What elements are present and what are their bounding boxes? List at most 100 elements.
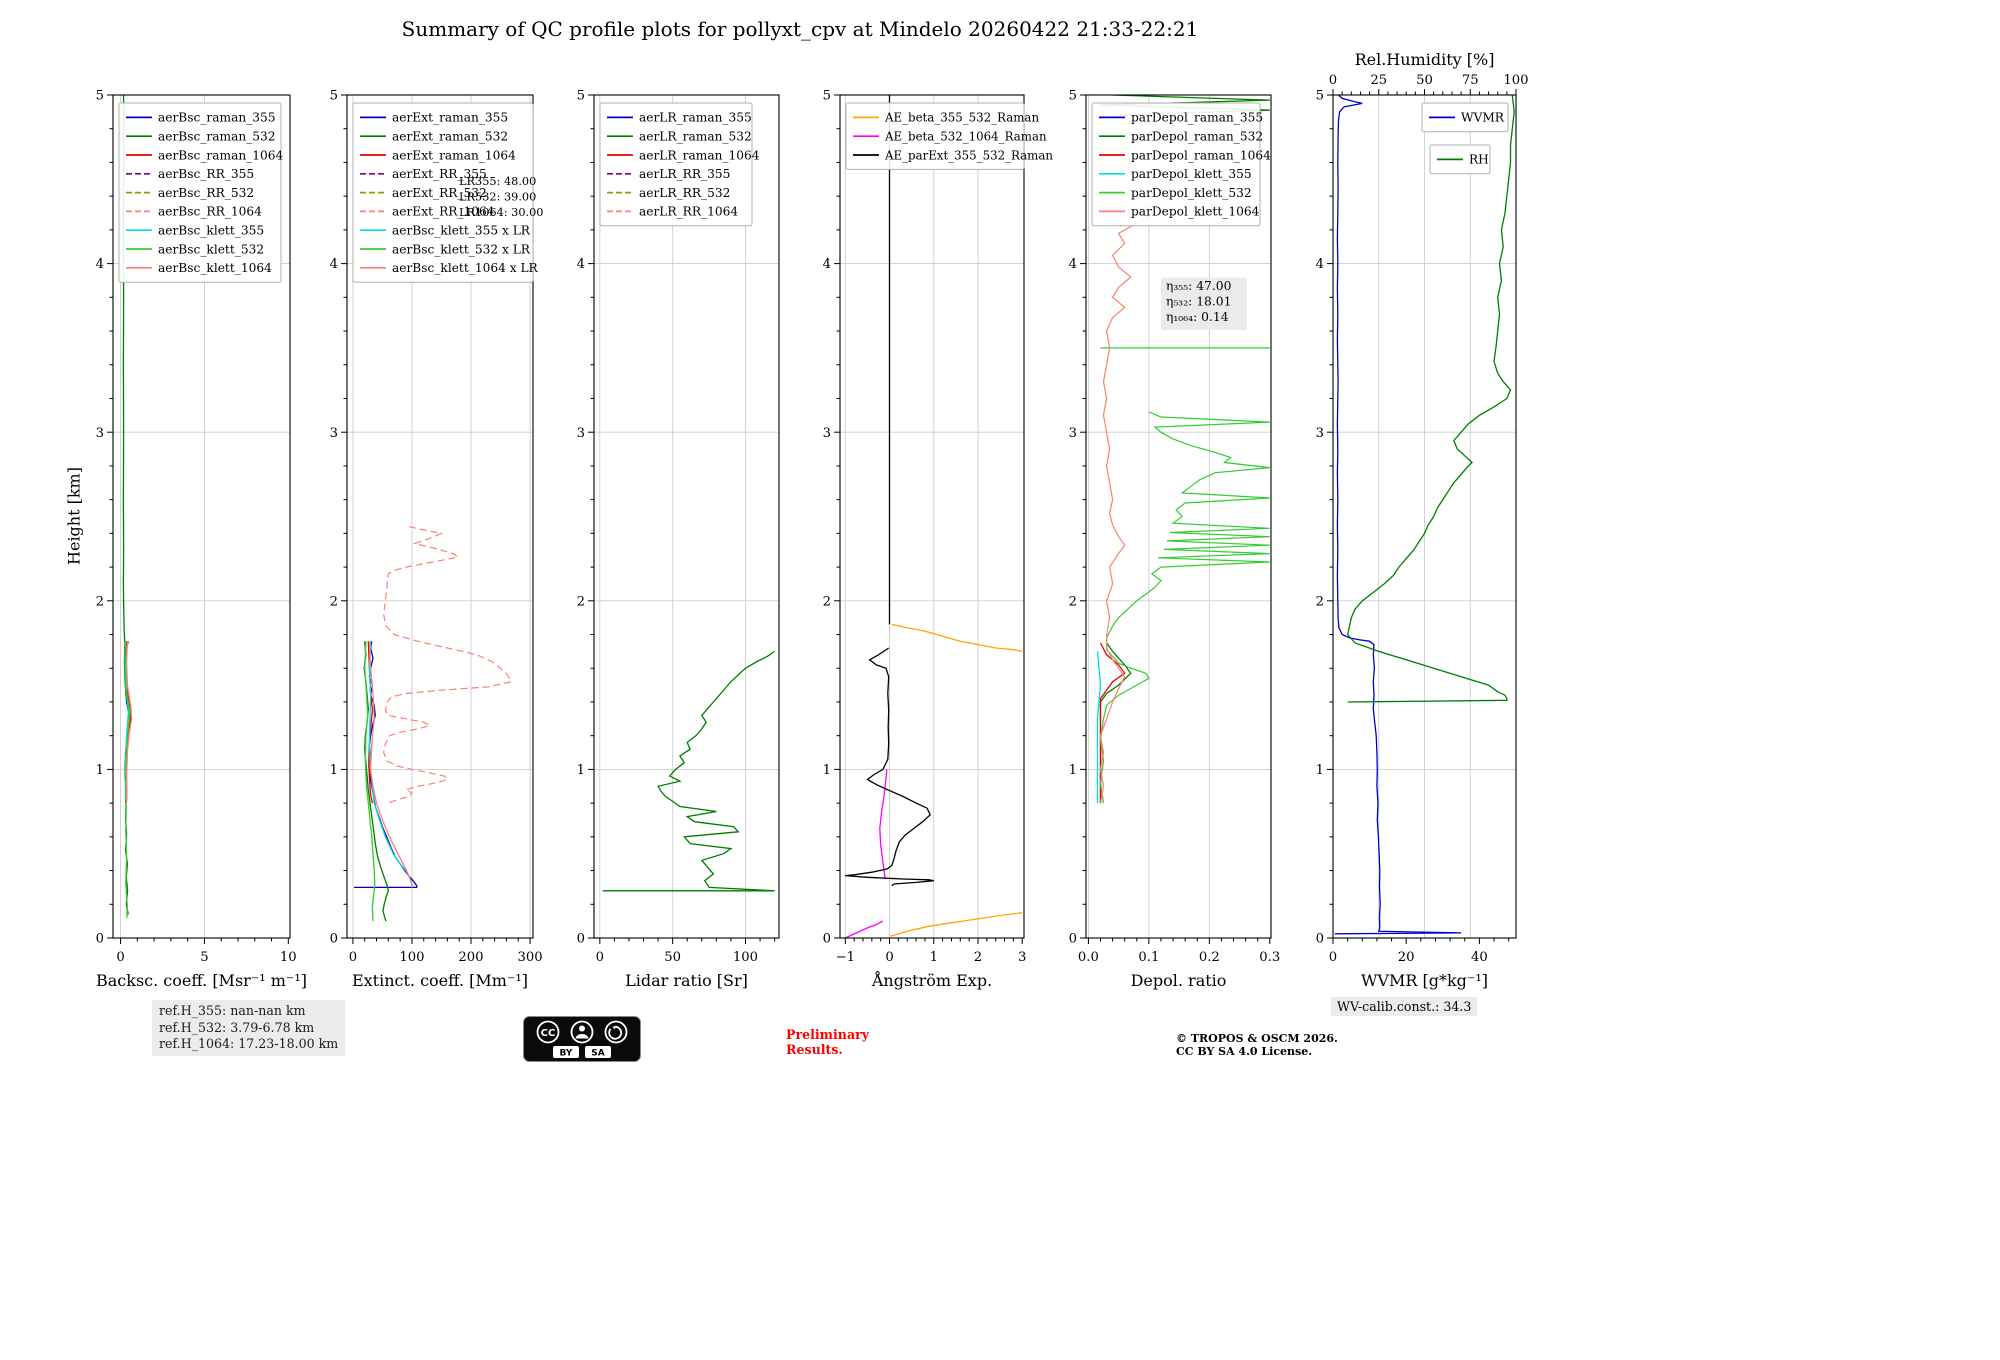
legend-label: parDepol_raman_355 [1131, 111, 1263, 125]
svg-text:0: 0 [596, 950, 604, 965]
svg-text:1: 1 [330, 763, 338, 778]
legend-label: parDepol_raman_1064 [1131, 148, 1271, 162]
copyright-note: © TROPOS & OSCM 2026. CC BY SA 4.0 Licen… [1176, 1032, 1338, 1058]
svg-text:4: 4 [330, 257, 338, 272]
tick-labels: 0 1 2 3 4 5 0.0 0.1 0.2 0.3 [1069, 89, 1281, 965]
svg-text:40: 40 [1471, 950, 1488, 965]
axes-frame [1085, 94, 1272, 939]
svg-text:0: 0 [349, 950, 357, 965]
cc-letters: CC [541, 1028, 556, 1039]
legend-label: aerExt_RR_1064 [392, 205, 495, 219]
legend-label: aerBsc_raman_532 [158, 130, 276, 144]
legend-label: aerBsc_RR_1064 [158, 205, 262, 219]
svg-text:5: 5 [330, 89, 338, 104]
svg-text:5: 5 [200, 950, 208, 965]
svg-text:5: 5 [96, 89, 104, 104]
legend-label: aerExt_RR_532 [392, 186, 487, 200]
person-circle-icon [570, 1020, 594, 1044]
legend-label: aerBsc_klett_532 x LR [392, 242, 531, 256]
preliminary-results-note: Preliminary Results. [786, 1027, 870, 1057]
svg-text:1: 1 [823, 763, 831, 778]
x-axis-label: Depol. ratio [1131, 971, 1227, 990]
svg-text:20: 20 [1398, 950, 1415, 965]
legend-wvmr-0: WVMR [1421, 102, 1509, 133]
panel-backscatter: 0 1 2 3 4 5 0 5 10 Backsc. coeff. [Msr⁻¹ m⁻¹] aerB… [96, 89, 307, 990]
svg-text:50: 50 [1416, 73, 1433, 88]
svg-text:4: 4 [577, 257, 585, 272]
legend-angstroem-0: AE_beta_355_532_Raman AE_beta_532_1064_Ra… [845, 102, 1053, 170]
svg-text:3: 3 [330, 426, 338, 441]
svg-text:4: 4 [1069, 257, 1077, 272]
legend-extinction-0: aerExt_raman_355 aerExt_raman_532 aerExt_r… [352, 102, 539, 283]
svg-text:200: 200 [458, 950, 483, 965]
legend-label: aerLR_raman_355 [639, 111, 752, 125]
series-layer [354, 526, 513, 922]
legend-label: aerBsc_klett_355 x LR [392, 224, 531, 238]
axes-frame [346, 94, 534, 939]
legend-backscatter-0: aerBsc_raman_355 aerBsc_raman_532 aerBsc_r… [118, 102, 284, 283]
legend-label: parDepol_raman_532 [1131, 130, 1263, 144]
svg-text:25: 25 [1370, 73, 1387, 88]
figure-title: Summary of QC profile plots for pollyxt_… [401, 17, 1199, 41]
svg-text:0.0: 0.0 [1078, 950, 1099, 965]
legend-label: RH [1469, 153, 1489, 167]
svg-text:3: 3 [1316, 426, 1324, 441]
svg-text:3: 3 [1018, 950, 1026, 965]
panel-extinction: 0 1 2 3 4 5 0 100 200 300 Extinct. coeff. [Mm⁻¹] ae… [330, 89, 544, 990]
legend-label: AE_beta_355_532_Raman [884, 111, 1039, 125]
svg-text:5: 5 [577, 89, 585, 104]
grid [594, 95, 779, 938]
legend-label: AE_parExt_355_532_Raman [884, 148, 1053, 162]
share-alike-arrow-icon [608, 1025, 623, 1040]
svg-text:2: 2 [823, 594, 831, 609]
svg-text:4: 4 [96, 257, 104, 272]
sa-label: SA [591, 1049, 604, 1059]
legend-lidar-ratio-0: aerLR_raman_355 aerLR_raman_532 aerLR_rama… [599, 102, 760, 227]
svg-text:75: 75 [1462, 73, 1479, 88]
svg-text:5: 5 [823, 89, 831, 104]
series-parDepol_klett_532 [1099, 411, 1270, 804]
series-WVMR [1334, 95, 1462, 935]
series-aerBsc_klett_532_x_LR [364, 641, 376, 922]
legend-label: WVMR [1461, 111, 1505, 125]
badge-background [523, 1016, 641, 1062]
svg-text:1: 1 [1069, 763, 1077, 778]
x-axis-label: Lidar ratio [Sr] [625, 971, 748, 990]
svg-text:LR532: 39.00: LR532: 39.00 [459, 191, 536, 204]
series-AE_beta_532_1064_Raman [845, 920, 884, 938]
series-aerExt_raman_532 [363, 641, 389, 922]
svg-text:0: 0 [1069, 932, 1077, 947]
svg-text:100: 100 [733, 950, 758, 965]
legend-depol-0: parDepol_raman_355 parDepol_raman_532 parD… [1091, 102, 1271, 227]
series-AE_beta_532_1064_Raman [879, 769, 888, 880]
svg-text:η₃₅₅: 47.00: η₃₅₅: 47.00 [1166, 279, 1231, 293]
legend-label: parDepol_klett_1064 [1131, 205, 1260, 219]
ticks [107, 94, 289, 944]
ref-h-355-text: ref.H_355: nan-nan km [159, 1003, 306, 1018]
legend-label: aerLR_RR_355 [639, 167, 730, 181]
ref-h-1064-text: ref.H_1064: 17.23-18.00 km [159, 1036, 339, 1051]
assumed-lr-note: LR355: 48.00 LR532: 39.00 LR1064: 30.00 [459, 175, 544, 219]
svg-text:5: 5 [1069, 89, 1077, 104]
series-parDepol_klett_355 [1096, 651, 1102, 804]
series-aerLR_raman_532 [602, 650, 775, 892]
svg-text:η₅₃₂: 18.01: η₅₃₂: 18.01 [1166, 295, 1231, 309]
legend-label: aerBsc_raman_355 [158, 111, 276, 125]
svg-text:100: 100 [1503, 73, 1528, 88]
svg-text:LR1064: 30.00: LR1064: 30.00 [459, 206, 544, 219]
svg-text:1: 1 [1316, 763, 1324, 778]
legend-wvmr-1: RH [1429, 144, 1491, 175]
legend-label: aerExt_raman_355 [392, 111, 508, 125]
series-layer [602, 650, 775, 892]
person-head-icon [579, 1025, 585, 1032]
legend-label: aerLR_raman_1064 [639, 148, 760, 162]
svg-text:2: 2 [577, 594, 585, 609]
ticks [341, 94, 531, 944]
series-AE_beta_355_532_Raman [890, 912, 1023, 937]
by-chip [553, 1046, 579, 1058]
cc-badge-graphic: CC BY SA [523, 1016, 641, 1062]
panel-depol: 0 1 2 3 4 5 0.0 0.1 0.2 0.3 Depol. ratio parDepol_r… [1069, 89, 1281, 990]
